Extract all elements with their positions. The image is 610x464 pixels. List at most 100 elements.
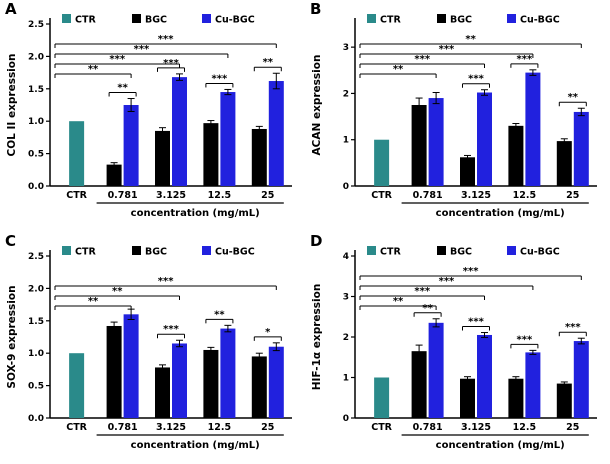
bar-cubgc-3.125 [172, 77, 187, 186]
y-tick-label: 0 [343, 182, 349, 192]
bar-bgc-12.5 [203, 123, 219, 186]
y-tick-label: 2.5 [28, 252, 44, 262]
legend-swatch-Cu-BGC [507, 14, 516, 23]
sig-stars: *** [414, 286, 430, 297]
sig-stars: *** [163, 324, 179, 335]
y-tick-label: 4 [343, 252, 349, 262]
chart-hif1a-expression: 0 1 2 3 4 HIF-1α expression CTR 0.781 3.125 12.5 2… [309, 242, 605, 464]
legend-swatch-CTR [367, 246, 376, 255]
legend-label-Cu-BGC: Cu-BGC [520, 15, 560, 26]
y-tick-label: 0.0 [28, 182, 44, 192]
sig-stars: ** [263, 57, 274, 68]
sig-stars: ** [393, 296, 404, 307]
legend-label-BGC: BGC [145, 247, 167, 258]
bar-cubgc-12.5 [220, 92, 236, 186]
legend-label-CTR: CTR [380, 15, 401, 26]
legend-swatch-CTR [62, 14, 71, 23]
panel-c: C 0.0 0.5 1.0 1.5 2.0 2.5 SOX-9 expression CTR 0… [0, 232, 305, 464]
sig-stars: ** [422, 303, 433, 314]
sig-stars: *** [468, 317, 484, 328]
bar-bgc-0.781 [411, 105, 427, 186]
legend-label-Cu-BGC: Cu-BGC [215, 247, 255, 258]
chart-col2-expression: 0.0 0.5 1.0 1.5 2.0 2.5 COL II expression CTR 0.… [4, 10, 300, 232]
bar-bgc-25 [556, 141, 572, 186]
bar-bgc-3.125 [155, 130, 170, 186]
sig-stars: ** [88, 296, 99, 307]
x-axis-label: concentration (mg/mL) [131, 208, 260, 219]
y-tick-label: 2 [343, 333, 349, 343]
y-axis-label: COL II expression [6, 54, 18, 157]
y-tick-label: 1.5 [28, 85, 44, 95]
panel-d: D 0 1 2 3 4 HIF-1α expression CTR 0.781 3.125 12.… [305, 232, 610, 464]
y-tick-label: 1.0 [28, 117, 44, 127]
panel-letter-d: D [310, 232, 323, 250]
x-tick-label: 0.781 [413, 190, 443, 201]
sig-stars: *** [517, 334, 533, 345]
panel-letter-b: B [310, 0, 322, 18]
y-axis-label: ACAN expression [311, 55, 323, 156]
x-axis-label: concentration (mg/mL) [436, 440, 565, 451]
sig-stars: ** [88, 64, 99, 75]
y-tick-label: 1.0 [28, 349, 44, 359]
chart-svg-A: 0.0 0.5 1.0 1.5 2.0 2.5 COL II expression CTR 0.… [6, 14, 292, 219]
y-tick-label: 2 [343, 89, 349, 99]
bar-bgc-0.781 [411, 351, 427, 418]
y-tick-label: 0.5 [28, 382, 44, 392]
legend-swatch-CTR [367, 14, 376, 23]
sig-stars: *** [158, 276, 174, 287]
legend-swatch-BGC [132, 14, 141, 23]
bar-cubgc-25 [268, 346, 284, 418]
y-tick-label: 2.0 [28, 52, 44, 62]
panel-b: B 0 1 2 3 ACAN expression CTR 0.781 3.125 12.5 25… [305, 0, 610, 232]
legend-label-BGC: BGC [450, 247, 472, 258]
y-tick-label: 2.0 [28, 284, 44, 294]
x-tick-label: 25 [261, 422, 274, 433]
panel-a: A 0.0 0.5 1.0 1.5 2.0 2.5 COL II expression CTR… [0, 0, 305, 232]
bar-cubgc-0.781 [123, 314, 139, 418]
x-axis-label: concentration (mg/mL) [436, 208, 565, 219]
x-tick-label: 3.125 [461, 422, 491, 433]
bar-bgc-12.5 [203, 349, 219, 418]
bar-cubgc-0.781 [123, 105, 139, 186]
x-tick-label: 12.5 [208, 190, 231, 201]
x-tick-label: 0.781 [108, 190, 138, 201]
x-axis-label: concentration (mg/mL) [131, 440, 260, 451]
y-axis-label: HIF-1α expression [311, 284, 323, 391]
legend-swatch-BGC [437, 14, 446, 23]
chart-acan-expression: 0 1 2 3 ACAN expression CTR 0.781 3.125 12.5 25 co… [309, 10, 605, 232]
bar-bgc-12.5 [508, 125, 524, 186]
bar-bgc-12.5 [508, 378, 524, 418]
legend-swatch-BGC [132, 246, 141, 255]
panel-letter-a: A [5, 0, 17, 18]
x-tick-label: 0.781 [413, 422, 443, 433]
bar-cubgc-3.125 [477, 92, 492, 186]
x-tick-label: 12.5 [513, 422, 536, 433]
bar-cubgc-12.5 [525, 352, 541, 418]
chart-svg-D: 0 1 2 3 4 HIF-1α expression CTR 0.781 3.125 12.5 2… [311, 246, 597, 451]
bar-bgc-25 [251, 128, 267, 186]
x-tick-label-ctr: CTR [66, 422, 87, 433]
y-tick-label: 0.5 [28, 150, 44, 160]
sig-stars: ** [393, 64, 404, 75]
bar-cubgc-12.5 [220, 328, 236, 418]
sig-stars: ** [465, 34, 476, 45]
x-tick-label: 3.125 [156, 422, 186, 433]
bar-cubgc-25 [573, 111, 589, 186]
sig-stars: *** [414, 54, 430, 65]
sig-stars: * [265, 327, 271, 338]
bar-cubgc-12.5 [525, 72, 541, 186]
sig-stars: *** [212, 73, 228, 84]
sig-stars: *** [439, 276, 455, 287]
sig-stars: *** [439, 44, 455, 55]
bar-cubgc-3.125 [477, 334, 492, 418]
y-tick-label: 2.5 [28, 20, 44, 30]
bar-cubgc-3.125 [172, 343, 187, 418]
y-tick-label: 1 [343, 374, 349, 384]
legend-label-BGC: BGC [450, 15, 472, 26]
sig-stars: *** [517, 54, 533, 65]
x-tick-label: 3.125 [156, 190, 186, 201]
sig-stars: ** [117, 83, 128, 94]
y-tick-label: 3 [343, 293, 349, 303]
legend-label-CTR: CTR [75, 15, 96, 26]
